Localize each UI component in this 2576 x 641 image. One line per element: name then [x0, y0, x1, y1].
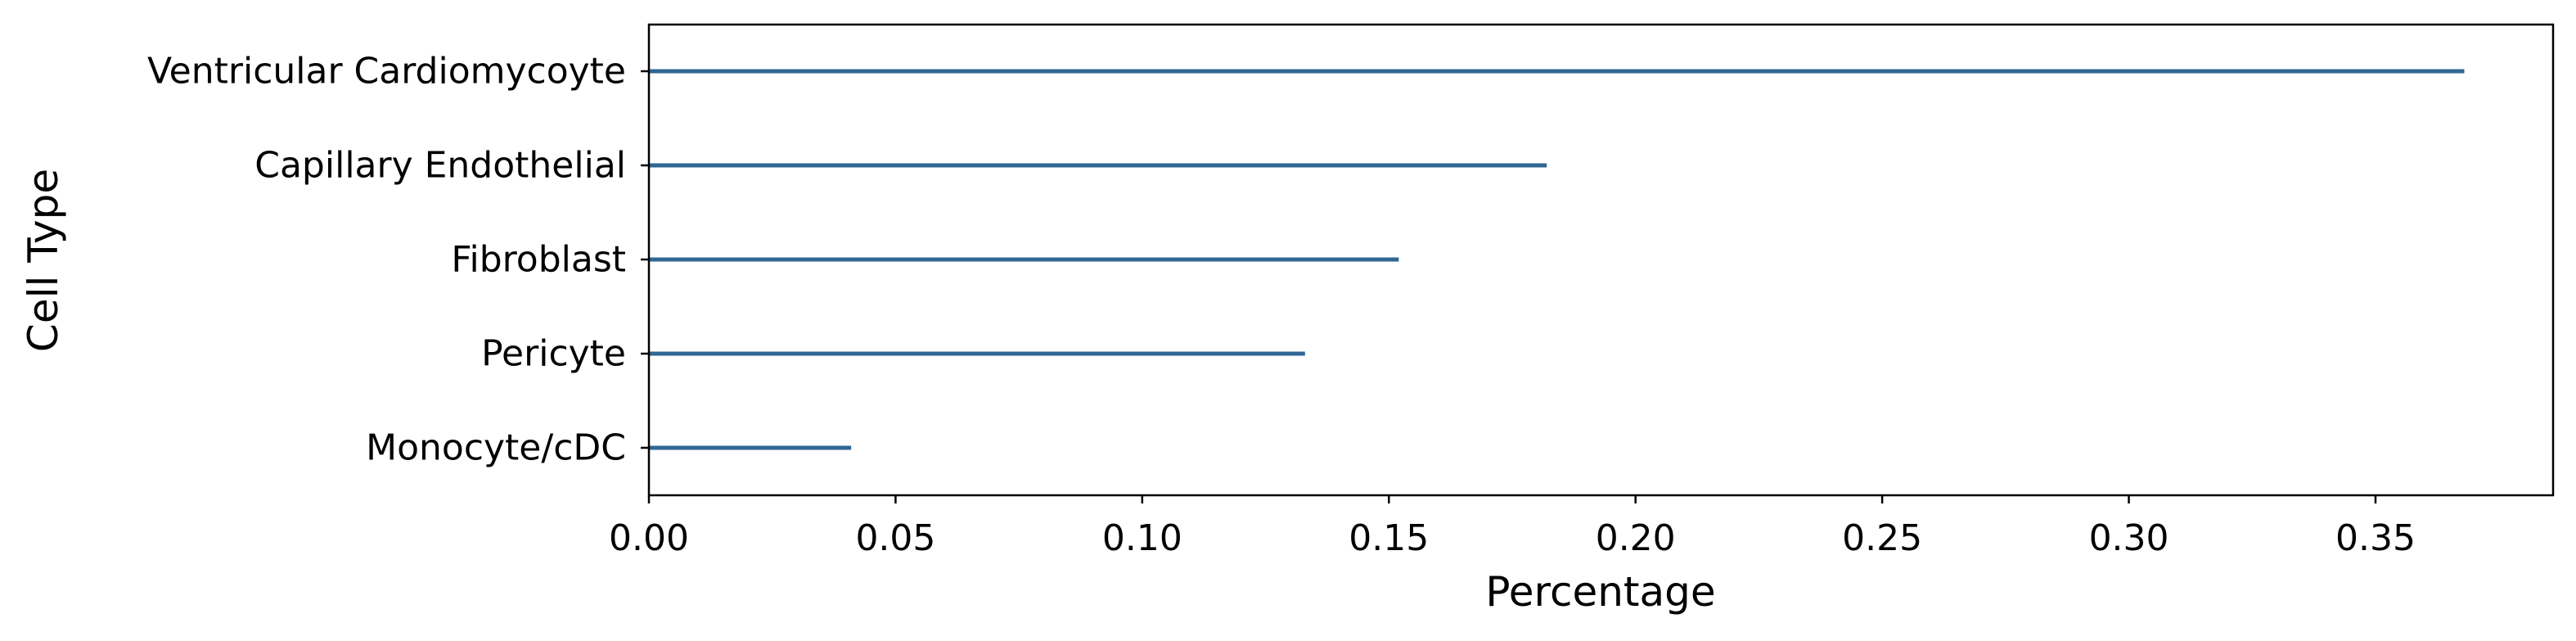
x-axis-title: Percentage: [1485, 568, 1715, 616]
x-tick-label: 0.25: [1842, 517, 1922, 559]
x-tick-label: 0.00: [609, 517, 689, 559]
x-axis-ticks: 0.00 0.05 0.10 0.15 0.20 0.25 0.30 0.35: [609, 495, 2416, 559]
x-tick-label: 0.15: [1349, 517, 1429, 559]
x-tick-label: 0.05: [855, 517, 935, 559]
y-tick-label: Capillary Endothelial: [254, 145, 626, 187]
bar: [649, 258, 1398, 262]
x-tick-label: 0.20: [1596, 517, 1676, 559]
bar: [649, 446, 851, 450]
y-axis-ticks: Ventricular Cardiomycoyte Capillary Endot…: [147, 51, 649, 469]
x-tick-label: 0.10: [1102, 517, 1182, 559]
bar: [649, 70, 2464, 74]
y-tick-label: Ventricular Cardiomycoyte: [147, 51, 626, 93]
bars-layer: [649, 70, 2464, 450]
x-tick-label: 0.30: [2089, 517, 2169, 559]
x-tick-label: 0.35: [2335, 517, 2416, 559]
bar: [649, 352, 1305, 356]
y-tick-label: Pericyte: [481, 333, 626, 375]
y-tick-label: Fibroblast: [451, 239, 626, 281]
y-tick-label: Monocyte/cDC: [366, 427, 626, 469]
y-axis-title: Cell Type: [20, 169, 67, 352]
bar: [649, 164, 1547, 168]
